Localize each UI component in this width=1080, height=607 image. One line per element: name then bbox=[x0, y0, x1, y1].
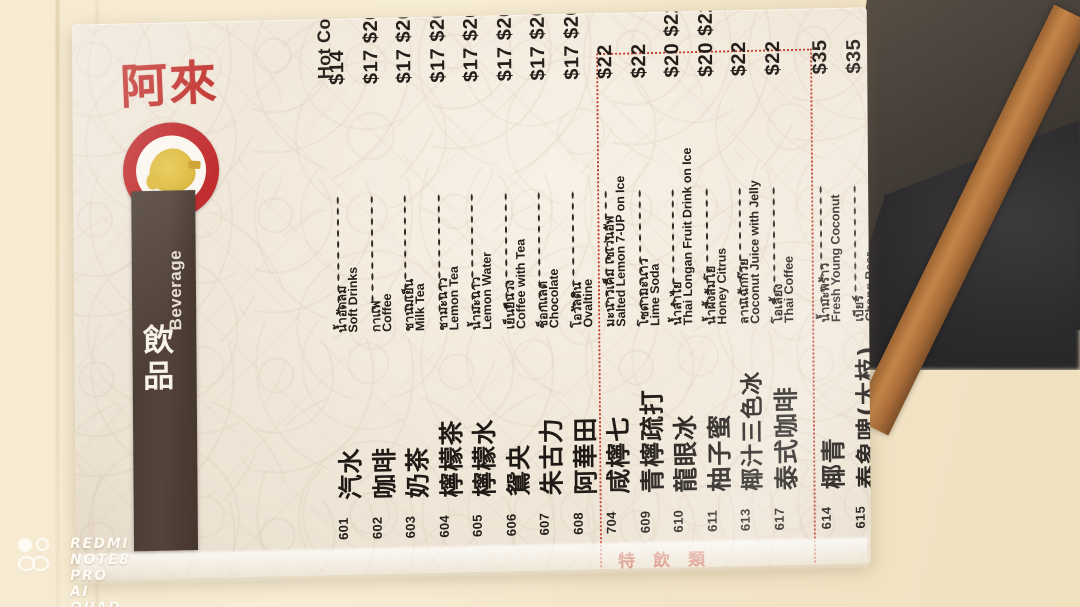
item-name-english: Lemon Tea bbox=[446, 266, 461, 331]
item-name-english: Honey Citrus bbox=[714, 247, 729, 325]
menu-item: $17 $20 เย็นยืนวง Coffee with Tea 鴛央 606 bbox=[493, 7, 533, 542]
item-price: $22 bbox=[727, 40, 751, 77]
item-name-english: Salted Lemon 7-UP on Ice bbox=[613, 175, 629, 327]
item-price: $17 $20 bbox=[493, 7, 516, 82]
menu-item: $17 $20 ชานมเย็น Milk Tea 奶茶 603 bbox=[393, 7, 433, 544]
item-price: $22 bbox=[761, 40, 784, 76]
item-number: 617 bbox=[771, 507, 787, 531]
dot-leader bbox=[852, 183, 857, 304]
item-price: $22 bbox=[594, 43, 617, 80]
laminated-menu-card: 阿來 飲 品 Beverage Hot Cold 特飲類 $14น้ำอัดลม… bbox=[71, 7, 872, 581]
item-number: 613 bbox=[737, 508, 753, 532]
item-name-english: Thai Coffee bbox=[781, 255, 796, 324]
item-price: $17 $20 bbox=[560, 7, 583, 81]
menu-item: $20 $22 น้ำผึ้งส้มโย Honey Citrus 柚子蜜 611 bbox=[694, 7, 734, 537]
item-name-english: Ovaltine bbox=[580, 278, 595, 328]
menu-item: $20 $22 น้ำลำไย Thai Longan Fruit Drink on… bbox=[661, 7, 701, 538]
item-number: 609 bbox=[637, 510, 653, 534]
item-price: $35 bbox=[808, 39, 832, 75]
item-number: 605 bbox=[469, 514, 485, 538]
menu-item: $22 มะนาวเค็ม เซเว่นอัพ Salted Lemon 7-UP … bbox=[594, 39, 634, 540]
item-price: $17 $20 bbox=[426, 7, 449, 83]
table-seam bbox=[56, 0, 59, 607]
item-number: 614 bbox=[818, 506, 834, 530]
item-number: 606 bbox=[503, 513, 519, 537]
item-number: 610 bbox=[670, 509, 686, 533]
item-number: 611 bbox=[704, 509, 720, 532]
item-price: $17 $20 bbox=[359, 8, 382, 85]
banner-label-english: Beverage bbox=[165, 249, 186, 331]
item-price: $20 $22 bbox=[694, 7, 717, 78]
menu-item: $17 $20 กาแฟ Coffee 咖啡 602 bbox=[359, 8, 399, 545]
item-name-chinese: 泰式咖啡 bbox=[771, 385, 802, 491]
menu-item: $35 เบียร์ Chang Beer 泰象啤(大枝) 615 bbox=[842, 33, 871, 534]
item-name-english: Lemon Water bbox=[479, 251, 495, 330]
menu-item: $22 โอเลี้ยง Thai Coffee 泰式咖啡 617 bbox=[761, 35, 801, 536]
menu-item: $17 $20 ช็อกแลต Chocolate 朱古力 607 bbox=[527, 7, 567, 541]
item-name-english: Coffee bbox=[379, 293, 394, 333]
item-price: $14 bbox=[326, 49, 349, 86]
menu-item: $22 ลานเฉ้กก๊วย Coconut Juice with Jelly 椰汁… bbox=[727, 36, 767, 537]
item-name-english: Thai Longan Fruit Drink on Ice bbox=[679, 147, 696, 326]
menu-item: $17 $20 โอวัลติน Ovaltine 阿華田 608 bbox=[560, 7, 600, 540]
menu-item: $14 น้ำอัดลม Soft Drinks 汽水 601 bbox=[326, 44, 366, 545]
item-price: $20 $22 bbox=[660, 7, 684, 78]
watermark-line-2: AI QUAD CAMERA bbox=[70, 584, 120, 607]
menu-item: $17 $20 น้ำมะนาว Lemon Water 檸檬水 605 bbox=[460, 7, 500, 542]
redmi-logo-icon bbox=[18, 538, 58, 578]
watermark-line-1: REDMI NOTE8 PRO bbox=[70, 536, 131, 584]
dot-leader bbox=[369, 194, 374, 315]
item-name-english: Lime Soda bbox=[647, 263, 662, 327]
item-name-english: Fresh Young Coconut bbox=[828, 194, 844, 323]
brand-name-chinese: 阿來 bbox=[119, 55, 220, 116]
item-number: 608 bbox=[570, 511, 586, 535]
item-price: $17 $20 bbox=[526, 7, 550, 81]
beverage-section-banner: 飲 品 Beverage bbox=[131, 190, 199, 552]
menu-item-list: $14 น้ำอัดลม Soft Drinks 汽水 601 $17 $20 กาแฟ Co… bbox=[314, 7, 871, 540]
item-number: 603 bbox=[402, 515, 418, 539]
item-number: 615 bbox=[852, 505, 868, 529]
item-number: 704 bbox=[603, 511, 619, 535]
item-name-english: Milk Tea bbox=[412, 283, 428, 332]
menu-card-inner: 阿來 飲 品 Beverage Hot Cold 特飲類 $14น้ำอัดลม… bbox=[72, 7, 871, 580]
item-name-english: Coconut Juice with Jelly bbox=[747, 180, 763, 324]
item-name-chinese: 椰汁三色冰 bbox=[739, 370, 767, 492]
item-name-english: Coffee with Tea bbox=[513, 238, 528, 330]
menu-item: $17 $20 ชามะนาว Lemon Tea 檸檬茶 604 bbox=[426, 7, 466, 543]
item-number: 602 bbox=[369, 516, 385, 540]
item-name-chinese: 泰象啤(大枝) bbox=[853, 345, 872, 489]
banner-label-chinese: 飲 品 bbox=[142, 322, 175, 396]
item-price: $17 $20 bbox=[392, 7, 416, 84]
item-name-english: Soft Drinks bbox=[345, 266, 361, 333]
item-price: $22 bbox=[627, 43, 650, 79]
menu-item: $22 โซดามะนาว Lime Soda 青檸疏打 609 bbox=[627, 38, 668, 539]
item-number: 604 bbox=[436, 514, 452, 538]
menu-item: $35 น้ำมะพร้าว Fresh Young Coconut 椰青 614 bbox=[808, 34, 849, 535]
item-price: $17 $20 bbox=[459, 7, 483, 83]
item-number: 607 bbox=[536, 512, 552, 536]
item-name-english: Chocolate bbox=[546, 268, 562, 329]
item-price: $35 bbox=[842, 38, 865, 74]
item-number: 601 bbox=[335, 517, 351, 541]
